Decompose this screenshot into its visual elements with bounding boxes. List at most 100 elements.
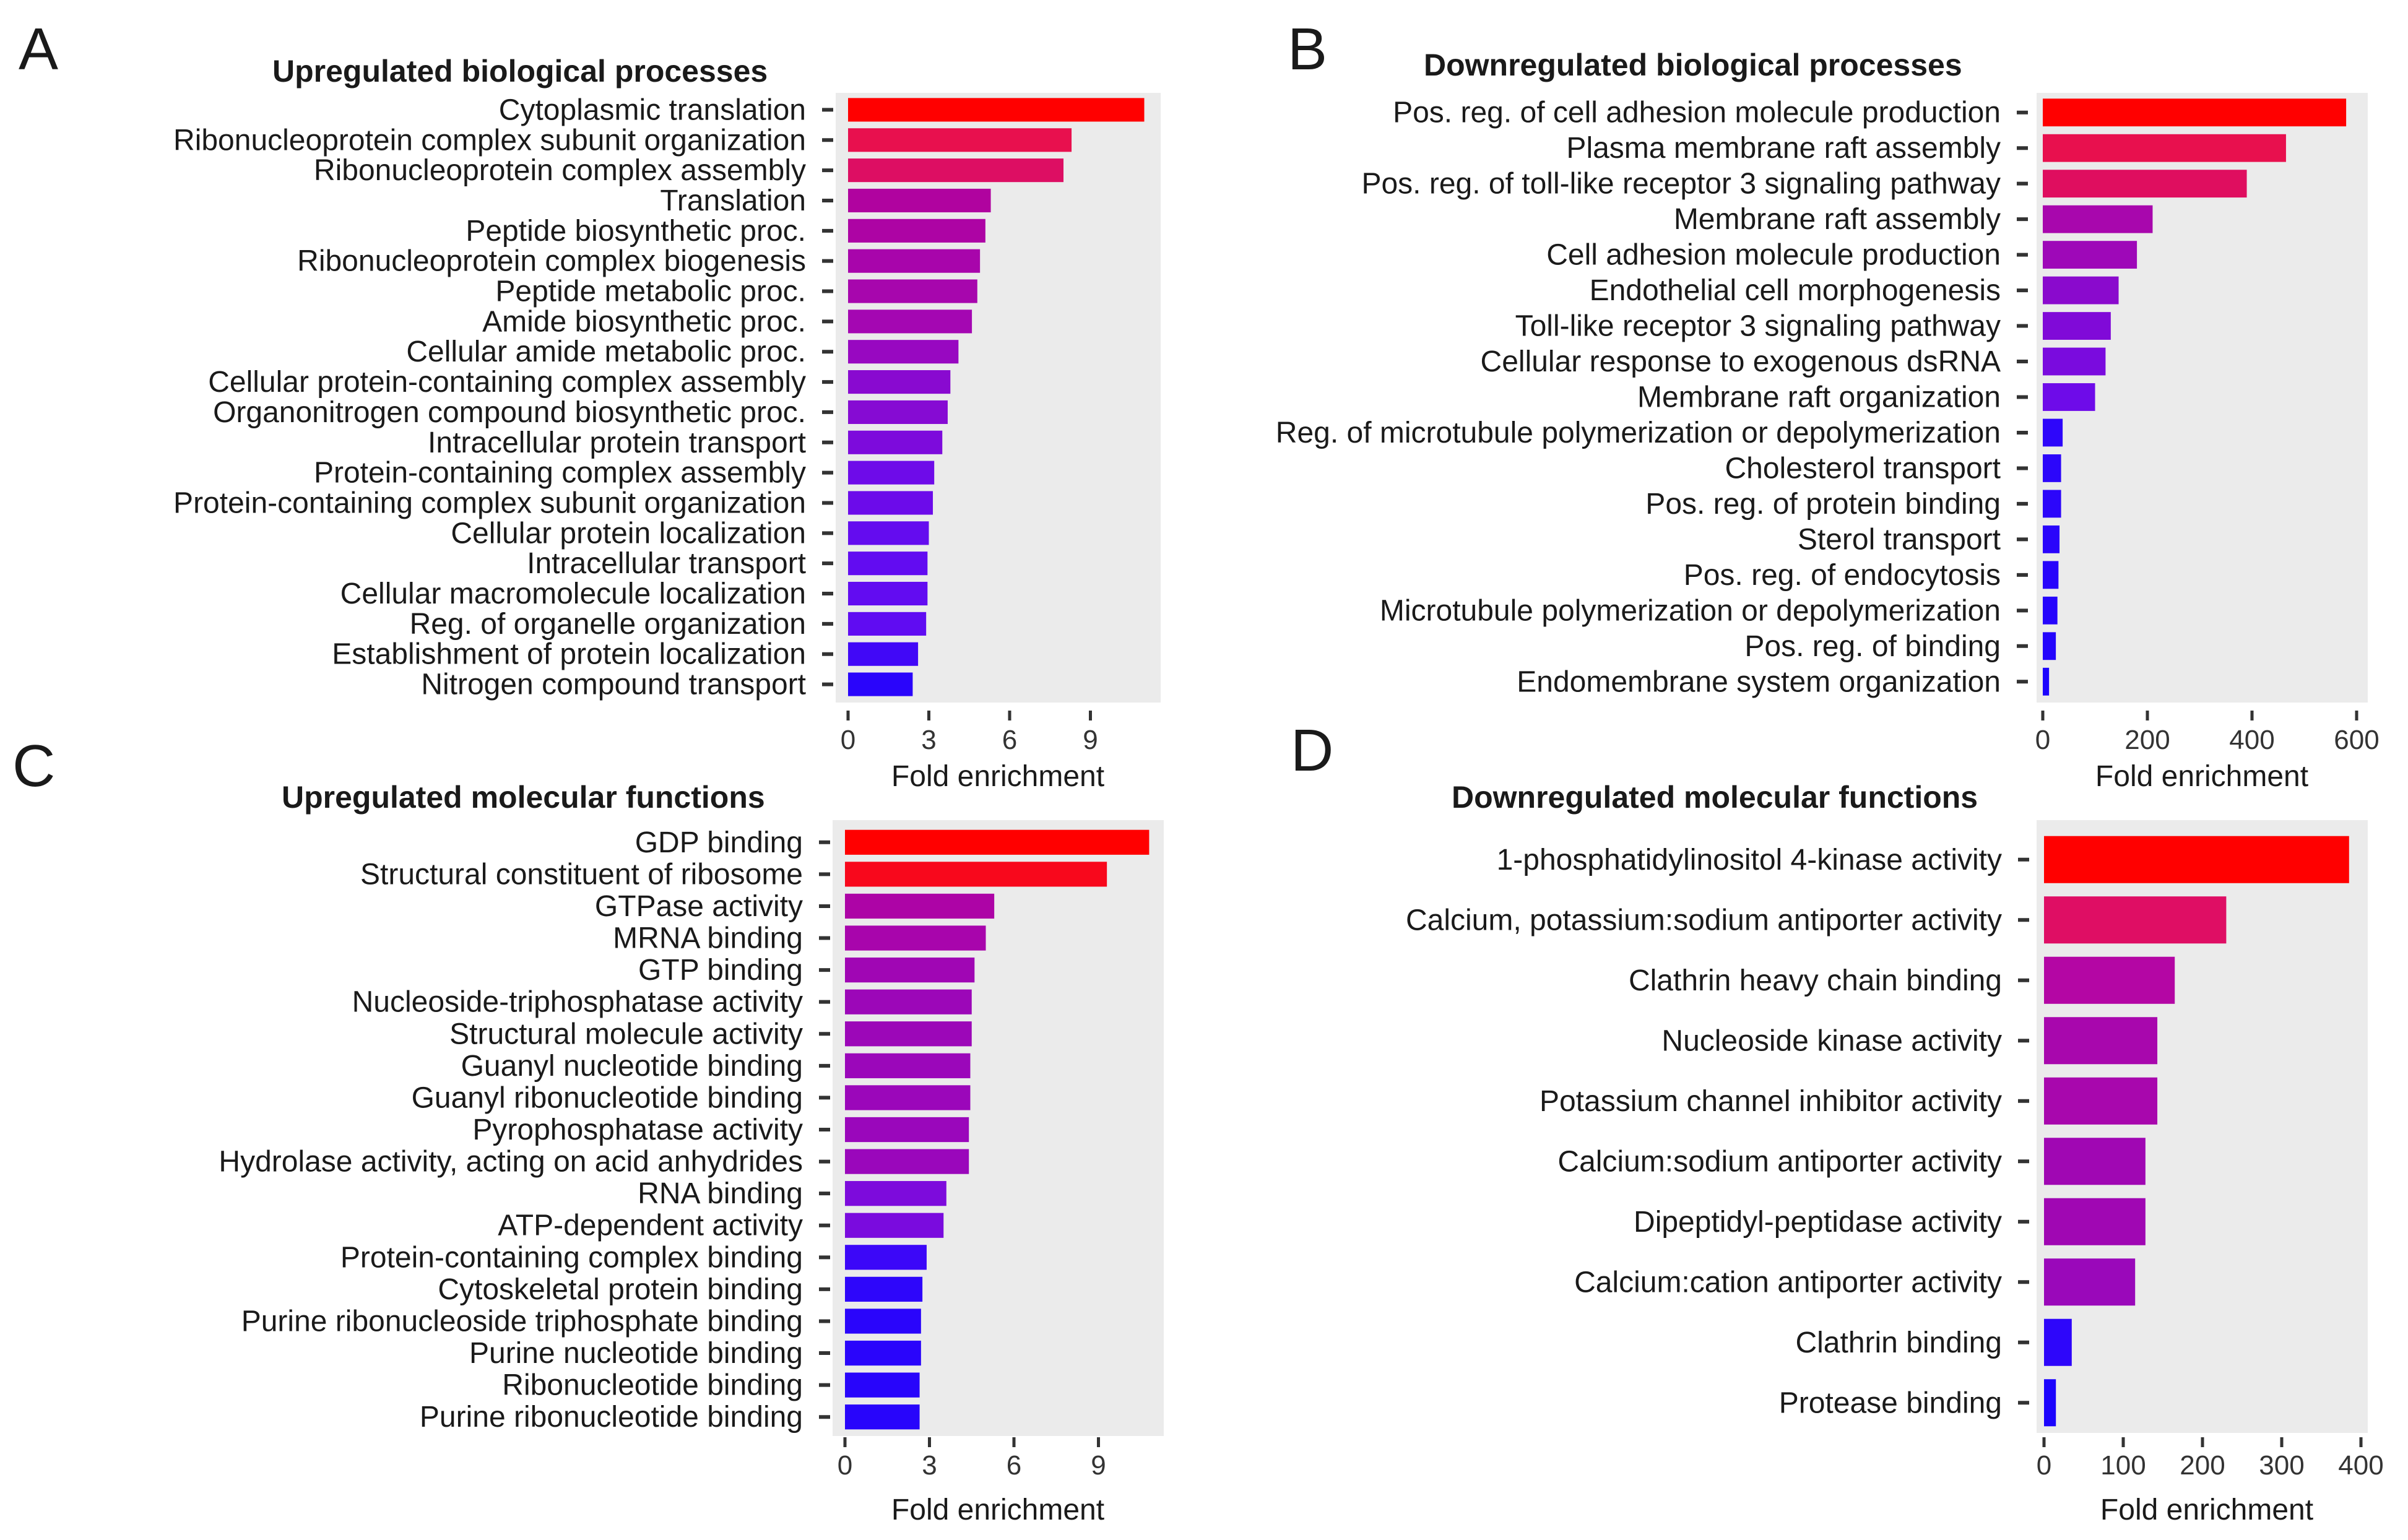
panel-a-category-label-15: Cellular protein localization	[451, 517, 806, 550]
panel-c-letter: C	[12, 733, 55, 799]
panel-c-category-label-7: Structural molecule activity	[449, 1018, 803, 1050]
panel-d-category-label-2: Calcium, potassium:sodium antiporter act…	[1406, 904, 2002, 937]
panel-a-category-label-8: Amide biosynthetic proc.	[482, 305, 806, 338]
panel-a-bar-11	[848, 400, 948, 424]
panel-b-x-ticks: 0 200 400 600	[2035, 711, 2380, 755]
panel-c: C Upregulated molecular functions GDP bi…	[12, 733, 1164, 1526]
panel-b-category-label-12: Pos. reg. of protein binding	[1645, 488, 2001, 521]
panel-b-category-label-8: Cellular response to exogenous dsRNA	[1481, 345, 2001, 378]
panel-a-category-label-12: Intracellular protein transport	[428, 426, 806, 459]
panel-b-category-label-4: Membrane raft assembly	[1674, 203, 2001, 236]
panel-d-category-label-4: Nucleoside kinase activity	[1661, 1024, 2002, 1057]
panel-b-category-label-3: Pos. reg. of toll-like receptor 3 signal…	[1361, 168, 2001, 201]
panel-c-category-label-6: Nucleoside-triphosphatase activity	[352, 986, 803, 1019]
panel-a-category-label-9: Cellular amide metabolic proc.	[406, 335, 806, 368]
panel-c-bar-8	[845, 1053, 971, 1078]
panel-d-bar-1	[2044, 836, 2349, 883]
panel-d-category-labels: 1-phosphatidylinositol 4-kinase activity…	[1406, 844, 2029, 1419]
panel-c-title: Upregulated molecular functions	[282, 780, 765, 815]
panel-b-category-label-15: Microtubule polymerization or depolymeri…	[1380, 594, 2001, 627]
panel-c-category-label-18: Ribonucleotide binding	[502, 1369, 803, 1402]
panel-b-bar-11	[2043, 454, 2061, 482]
panel-d-category-label-5: Potassium channel inhibitor activity	[1540, 1085, 2002, 1118]
panel-b-category-label-14: Pos. reg. of endocytosis	[1684, 559, 2001, 592]
panel-a-x-ticks: 0 3 6 9	[841, 711, 1098, 755]
panel-a-bar-10	[848, 370, 951, 394]
panel-b-bar-14	[2043, 561, 2059, 589]
panel-a-bars	[848, 98, 1145, 696]
panel-d-bar-7	[2044, 1198, 2146, 1245]
panel-a-category-label-3: Ribonucleoprotein complex assembly	[314, 154, 806, 187]
panel-b-bar-10	[2043, 418, 2063, 447]
panel-b-bar-8	[2043, 347, 2106, 376]
panel-a-bar-17	[848, 581, 928, 606]
panel-d-x-ticks: 0 100 200 300 400	[2037, 1437, 2384, 1481]
panel-b-x-tick-label-4: 600	[2334, 725, 2379, 755]
panel-b-bars	[2043, 98, 2347, 696]
panel-a-bar-14	[848, 491, 933, 515]
panel-d-bar-8	[2044, 1258, 2136, 1306]
panel-a-bar-16	[848, 552, 928, 576]
panel-c-x-tick-label-2: 3	[922, 1450, 937, 1481]
panel-d-x-tick-label-2: 100	[2100, 1450, 2146, 1481]
panel-a-bar-9	[848, 340, 959, 364]
panel-b-bar-16	[2043, 632, 2056, 660]
panel-c-category-label-14: Protein-containing complex binding	[340, 1241, 803, 1274]
panel-c-category-label-9: Guanyl ribonucleotide binding	[412, 1081, 803, 1114]
panel-c-category-label-16: Purine ribonucleoside triphosphate bindi…	[241, 1305, 803, 1338]
panel-d-bar-3	[2044, 956, 2175, 1004]
panel-d-bars	[2044, 836, 2349, 1427]
panel-c-bars	[845, 829, 1150, 1430]
panel-a-bar-1	[848, 98, 1145, 122]
panel-c-category-label-11: Hydrolase activity, acting on acid anhyd…	[219, 1146, 803, 1179]
panel-a-x-axis-label: Fold enrichment	[891, 760, 1104, 793]
panel-a-x-tick-label-2: 3	[921, 725, 936, 755]
panel-a-category-label-2: Ribonucleoprotein complex subunit organi…	[173, 124, 806, 157]
panel-c-bar-7	[845, 1021, 972, 1047]
panel-d-x-tick-label-4: 300	[2259, 1450, 2304, 1481]
panel-b-letter: B	[1288, 16, 1327, 82]
panel-b-category-label-7: Toll-like receptor 3 signaling pathway	[1515, 310, 2001, 343]
panel-c-bar-10	[845, 1117, 969, 1143]
panel-a-category-label-5: Peptide biosynthetic proc.	[466, 215, 806, 248]
panel-b-category-label-5: Cell adhesion molecule production	[1546, 239, 2001, 272]
panel-d-category-label-9: Clathrin binding	[1795, 1326, 2002, 1359]
panel-b-bar-1	[2043, 98, 2347, 127]
panel-b-bar-4	[2043, 205, 2153, 233]
panel-b-bar-6	[2043, 276, 2119, 305]
panel-c-x-tick-label-1: 0	[838, 1450, 852, 1481]
panel-c-bar-17	[845, 1340, 921, 1366]
panel-b-category-label-9: Membrane raft organization	[1637, 381, 2001, 414]
panel-c-category-label-5: GTP binding	[638, 954, 803, 987]
panel-c-bar-2	[845, 862, 1107, 887]
panel-c-category-label-17: Purine nucleotide binding	[469, 1337, 803, 1370]
panel-b-bar-2	[2043, 134, 2286, 162]
panel-a-bar-6	[848, 249, 981, 273]
panel-a-category-label-18: Reg. of organelle organization	[410, 608, 806, 641]
panel-c-bar-5	[845, 957, 975, 983]
panel-b-bar-5	[2043, 241, 2137, 269]
panel-a-category-label-16: Intracellular transport	[527, 547, 806, 580]
panel-d-x-tick-label-5: 400	[2338, 1450, 2383, 1481]
panel-a-bar-5	[848, 218, 985, 243]
panel-b-bar-7	[2043, 312, 2111, 340]
panel-a-bar-18	[848, 612, 927, 636]
panel-d-x-axis-label: Fold enrichment	[2100, 1494, 2313, 1526]
panel-c-category-label-12: RNA binding	[638, 1177, 803, 1210]
panel-c-bar-14	[845, 1245, 927, 1270]
panel-a-bar-19	[848, 642, 919, 666]
panel-d-bar-2	[2044, 896, 2227, 944]
panel-c-bar-19	[845, 1404, 920, 1430]
panel-d-category-label-7: Dipeptidyl-peptidase activity	[1634, 1206, 2002, 1239]
panel-a-category-label-1: Cytoplasmic translation	[499, 93, 806, 126]
panel-b-category-label-1: Pos. reg. of cell adhesion molecule prod…	[1393, 97, 2001, 129]
panel-c-bar-11	[845, 1149, 969, 1174]
panel-a-category-label-17: Cellular macromolecule localization	[340, 578, 806, 610]
panel-b-bar-17	[2043, 667, 2050, 696]
panel-d-category-label-6: Calcium:sodium antiporter activity	[1557, 1145, 2002, 1178]
panel-b-category-label-10: Reg. of microtubule polymerization or de…	[1276, 417, 2001, 449]
panel-a-bar-3	[848, 158, 1063, 183]
panel-d-bar-5	[2044, 1077, 2158, 1125]
panel-a-category-label-20: Nitrogen compound transport	[421, 668, 806, 701]
panel-c-bar-1	[845, 829, 1150, 855]
